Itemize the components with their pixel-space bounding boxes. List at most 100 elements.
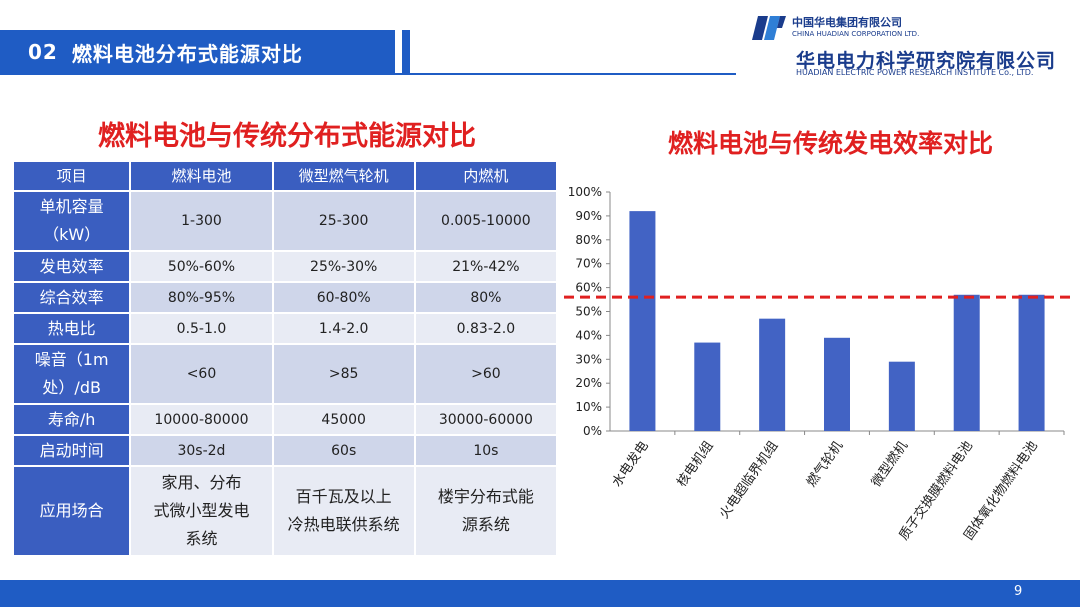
table-row: 综合效率 80%-95% 60-80% 80%: [11, 281, 559, 314]
table-row: 应用场合 家用、分布 式微小型发电 系统 百千瓦及以上 冷热电联供系统 楼宇分布式能 源系统: [11, 465, 559, 557]
institute-name-cn: 华电电力科学研究院有限公司: [796, 50, 1057, 72]
column-header: 燃料电池: [129, 160, 274, 192]
row-label: 启动时间: [11, 434, 132, 467]
cell-line: 系统: [185, 529, 218, 548]
table-row: 寿命/h 10000-80000 45000 30000-60000: [11, 403, 559, 436]
y-tick-label: 40%: [575, 328, 602, 342]
table-cell: 0.5-1.0: [129, 312, 274, 345]
bar: [953, 294, 980, 431]
row-label: 发电效率: [11, 250, 132, 283]
table-cell: 45000: [271, 403, 416, 436]
table-cell: 25-300: [271, 190, 416, 252]
table-row: 噪音（1m 处）/dB <60 >85 >60: [11, 343, 559, 405]
bar: [824, 337, 850, 431]
y-tick-label: 0%: [583, 424, 602, 438]
y-tick-label: 10%: [575, 400, 602, 414]
table-cell: 1-300: [129, 190, 274, 252]
column-header: 内燃机: [413, 160, 559, 192]
table-cell: 1.4-2.0: [271, 312, 416, 345]
y-tick-label: 20%: [575, 376, 602, 390]
table-cell: 60s: [271, 434, 416, 467]
efficiency-bar-chart: 0% 10% 20% 30% 40% 50% 60% 70% 80% 90% 100% 水电发电 核电机…: [564, 185, 1076, 543]
x-tick-label: 水电发电: [609, 438, 652, 490]
bar: [759, 318, 786, 431]
table-cell: <60: [129, 343, 274, 405]
table-cell: 60-80%: [271, 281, 416, 314]
y-tick-label: 30%: [575, 352, 602, 366]
table-title: 燃料电池与传统分布式能源对比: [98, 121, 476, 152]
table-cell: >60: [413, 343, 559, 405]
table-cell: 30000-60000: [413, 403, 559, 436]
table-cell: 家用、分布式微小型发电 系统: [129, 465, 274, 557]
table-cell: 50%-60%: [129, 250, 274, 283]
row-label-line: 启动时间: [39, 440, 104, 460]
y-tick-label: 50%: [575, 305, 602, 319]
column-header: 微型燃气轮机: [271, 160, 416, 192]
row-label-line: 处）/dB: [42, 378, 101, 397]
row-label: 应用场合: [11, 465, 132, 557]
y-tick-label: 80%: [575, 233, 602, 247]
cell-line: 冷热电联供系统: [287, 515, 400, 534]
table-cell: 0.005-10000: [413, 190, 559, 252]
table-cell: 25%-30%: [271, 250, 416, 283]
cell-line: 源系统: [461, 515, 510, 534]
row-label: 单机容量 （kW）: [11, 190, 132, 252]
table-header-row: 项目 燃料电池 微型燃气轮机 内燃机: [11, 160, 559, 192]
table-cell: 30s-2d: [129, 434, 274, 467]
header-rule: [0, 73, 736, 75]
y-tick-label: 100%: [568, 185, 602, 199]
table-cell: 0.83-2.0: [413, 312, 559, 345]
x-tick-label: 微型燃机: [868, 438, 911, 490]
table-cell: 百千瓦及以上 冷热电联供系统: [271, 465, 416, 557]
table-cell: 10000-80000: [129, 403, 274, 436]
x-tick-label: 火电超临界机组: [717, 439, 781, 522]
cell-line: 家用、分布: [161, 473, 242, 492]
section-header: 02 燃料电池分布式能源对比: [0, 30, 395, 74]
row-label-line: 应用场合: [39, 501, 104, 520]
group-name-en: CHINA HUADIAN CORPORATION LTD.: [792, 30, 920, 38]
group-name-cn: 中国华电集团有限公司: [792, 16, 902, 29]
huadian-logo-icon: [752, 16, 786, 40]
bar: [1018, 294, 1045, 431]
bar: [629, 211, 656, 431]
table-cell: 楼宇分布式能 源系统: [413, 465, 559, 557]
y-tick-label: 70%: [575, 257, 602, 271]
row-label: 热电比: [11, 312, 132, 345]
footer-bar: [0, 580, 1080, 607]
table-cell: 80%-95%: [129, 281, 274, 314]
table-row: 单机容量 （kW） 1-300 25-300 0.005-10000: [11, 190, 559, 252]
chart-title: 燃料电池与传统发电效率对比: [668, 129, 994, 158]
x-tick-label: 固体氧化物燃料电池: [961, 438, 1041, 543]
section-number: 02: [28, 40, 58, 64]
comparison-table: 项目 燃料电池 微型燃气轮机 内燃机单机容量 （kW） 1-300 25-300 0.005-…: [11, 160, 559, 557]
row-label-line: 单机容量: [39, 197, 104, 216]
table-cell: 80%: [413, 281, 559, 314]
row-label: 寿命/h: [11, 403, 132, 436]
table-cell: >85: [271, 343, 416, 405]
row-label-line: 综合效率: [39, 287, 104, 307]
table-row: 热电比 0.5-1.0 1.4-2.0 0.83-2.0: [11, 312, 559, 345]
y-tick-label: 60%: [575, 281, 602, 295]
x-tick-label: 质子交换膜燃料电池: [896, 438, 976, 543]
table-row: 发电效率 50%-60% 25%-30% 21%-42%: [11, 250, 559, 283]
row-label-line: 热电比: [47, 318, 96, 338]
cell-line: 楼宇分布式能: [437, 487, 534, 506]
x-tick-label: 核电机组: [674, 439, 716, 490]
header-accent-bar: [402, 30, 410, 74]
row-label-line: （kW）: [43, 225, 101, 244]
x-tick-label: 燃气轮机: [803, 438, 846, 490]
cell-line: 百千瓦及以上: [295, 487, 392, 506]
row-label: 噪音（1m 处）/dB: [11, 343, 132, 405]
row-label: 综合效率: [11, 281, 132, 314]
table-cell: 21%-42%: [413, 250, 559, 283]
cell-line: 式微小型发电: [153, 501, 250, 520]
bar: [694, 342, 721, 431]
y-tick-label: 90%: [575, 209, 602, 223]
column-header: 项目: [11, 160, 132, 192]
page-number: 9: [1014, 584, 1023, 599]
table-cell: 10s: [413, 434, 559, 467]
institute-name-en: HUADIAN ELECTRIC POWER RESEARCH INSTITUT…: [796, 68, 1034, 77]
row-label-line: 寿命/h: [47, 409, 96, 429]
row-label-line: 发电效率: [39, 256, 104, 276]
section-title: 燃料电池分布式能源对比: [71, 41, 303, 66]
